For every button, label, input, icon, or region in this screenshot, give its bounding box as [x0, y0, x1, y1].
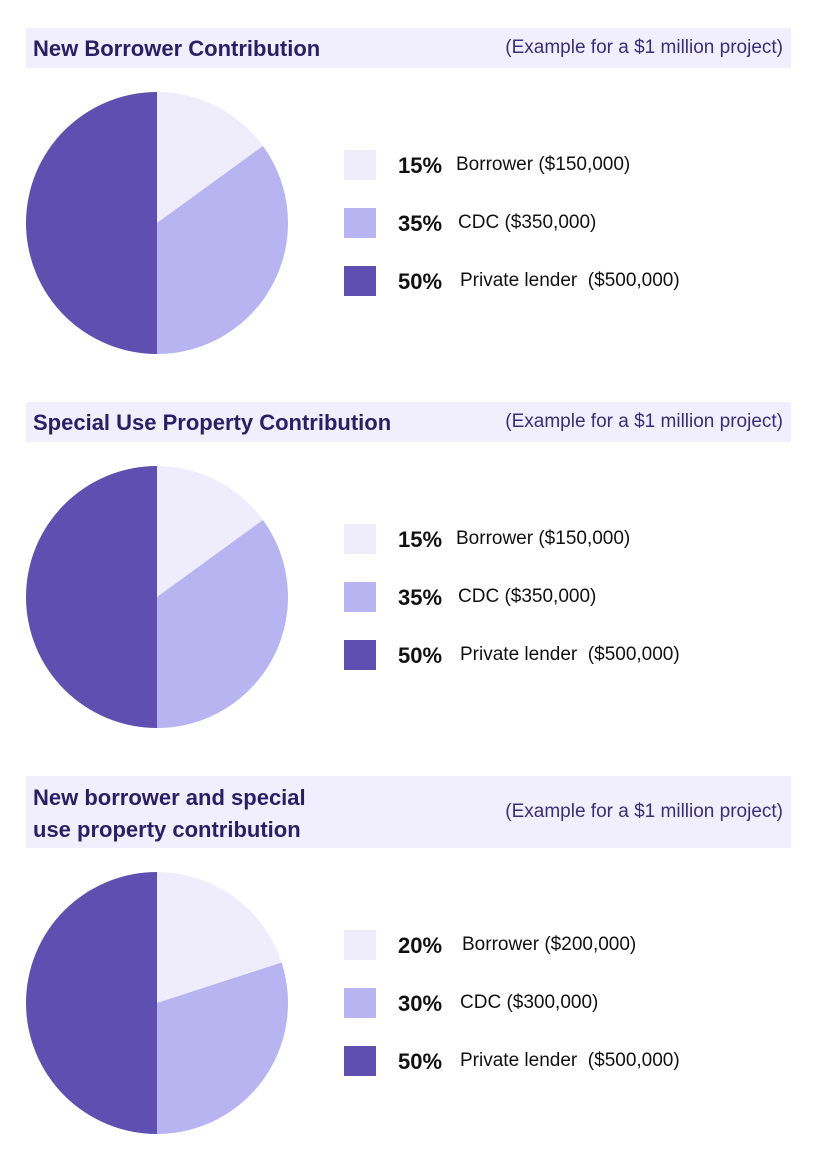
chart-3-header: New borrower and special use property co…: [26, 776, 791, 848]
legend-label-amount: ($350,000): [504, 586, 597, 607]
pie-slice-cdc: [157, 520, 288, 728]
legend-swatch-light: [344, 150, 376, 180]
legend-percent: 50%: [398, 1049, 443, 1074]
chart-3-pie: [26, 872, 288, 1134]
legend-label-name: Borrower: [462, 934, 540, 955]
legend-label-amount: ($200,000): [544, 934, 637, 955]
legend-label: CDC ($300,000): [460, 989, 598, 1017]
legend-label-name: Private lender: [460, 270, 578, 291]
pie-slice-cdc: [157, 146, 288, 354]
legend-label: Borrower ($200,000): [462, 931, 636, 959]
legend-label: Private lender ($500,000): [460, 267, 680, 295]
legend-item-borrower: 20% Borrower ($200,000): [344, 930, 784, 960]
legend-label: Private lender ($500,000): [460, 641, 680, 669]
pie-slice-borrower: [157, 92, 263, 223]
chart-2-title: Special Use Property Contribution: [33, 410, 392, 435]
legend-item-private-lender: 50% Private lender ($500,000): [344, 640, 784, 670]
legend-label-amount: ($300,000): [506, 992, 599, 1013]
legend-label: Private lender ($500,000): [460, 1047, 680, 1075]
legend-percent: 35%: [398, 211, 443, 236]
pie-slice-cdc: [157, 962, 288, 1134]
pie-slice-borrower: [157, 872, 282, 1003]
legend-label-name: Private lender: [460, 644, 578, 665]
legend-label: CDC ($350,000): [458, 209, 596, 237]
legend-label-amount: ($150,000): [538, 154, 631, 175]
chart-1-title: New Borrower Contribution: [33, 36, 321, 61]
legend-item-private-lender: 50% Private lender ($500,000): [344, 1046, 784, 1076]
legend-swatch-dark: [344, 1046, 376, 1076]
legend-percent: 35%: [398, 585, 443, 610]
legend-percent: 15%: [398, 527, 443, 552]
legend-swatch-medium: [344, 208, 376, 238]
pie-slice-private-lender: [26, 872, 157, 1134]
legend-item-cdc: 30% CDC ($300,000): [344, 988, 784, 1018]
legend-label-amount: ($500,000): [587, 270, 680, 291]
chart-3-title: New borrower and special use property co…: [33, 782, 306, 846]
legend-label: Borrower ($150,000): [456, 525, 630, 553]
legend-label-name: Borrower: [456, 154, 534, 175]
legend-label-amount: ($500,000): [587, 644, 680, 665]
chart-2-pie: [26, 466, 288, 728]
legend-item-cdc: 35% CDC ($350,000): [344, 208, 784, 238]
legend-item-borrower: 15% Borrower ($150,000): [344, 150, 784, 180]
chart-3-title-line-1: New borrower and special: [33, 785, 306, 810]
pie-slice-private-lender: [26, 92, 157, 354]
legend-swatch-dark: [344, 640, 376, 670]
legend-swatch-medium: [344, 988, 376, 1018]
legend-label: CDC ($350,000): [458, 583, 596, 611]
legend-label-name: CDC: [458, 212, 500, 233]
legend-swatch-light: [344, 930, 376, 960]
legend-label-amount: ($500,000): [587, 1050, 680, 1071]
legend-item-borrower: 15% Borrower ($150,000): [344, 524, 784, 554]
chart-1-header: New Borrower Contribution (Example for a…: [26, 28, 791, 68]
legend-item-private-lender: 50% Private lender ($500,000): [344, 266, 784, 296]
legend-label-name: CDC: [458, 586, 500, 607]
chart-2-header: Special Use Property Contribution (Examp…: [26, 402, 791, 442]
chart-1-pie: [26, 92, 288, 354]
pie-slice-borrower: [157, 466, 263, 597]
pie-slice-private-lender: [26, 466, 157, 728]
legend-label-name: Borrower: [456, 528, 534, 549]
chart-3-title-line-2: use property contribution: [33, 817, 301, 842]
legend-percent: 50%: [398, 269, 443, 294]
legend-label-name: CDC: [460, 992, 502, 1013]
legend-percent: 30%: [398, 991, 443, 1016]
legend-percent: 50%: [398, 643, 443, 668]
legend-swatch-light: [344, 524, 376, 554]
chart-3-subtitle: (Example for a $1 million project): [505, 801, 783, 822]
legend-swatch-medium: [344, 582, 376, 612]
chart-1-subtitle: (Example for a $1 million project): [505, 37, 783, 58]
chart-2-subtitle: (Example for a $1 million project): [505, 411, 783, 432]
legend-percent: 15%: [398, 153, 443, 178]
legend-label-amount: ($350,000): [504, 212, 597, 233]
legend-item-cdc: 35% CDC ($350,000): [344, 582, 784, 612]
legend-percent: 20%: [398, 933, 443, 958]
legend-swatch-dark: [344, 266, 376, 296]
legend-label-amount: ($150,000): [538, 528, 631, 549]
legend-label-name: Private lender: [460, 1050, 578, 1071]
legend-label: Borrower ($150,000): [456, 151, 630, 179]
